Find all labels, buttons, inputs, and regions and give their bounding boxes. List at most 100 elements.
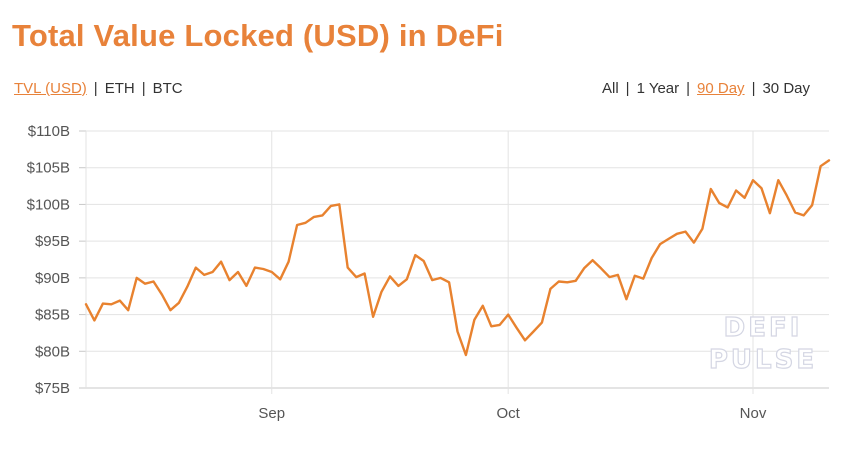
data-point[interactable]	[546, 285, 554, 293]
range-tab-30-day[interactable]: 30 Day	[762, 80, 810, 97]
data-point[interactable]	[572, 277, 580, 285]
data-point[interactable]	[462, 351, 470, 359]
y-tick-label: $95B	[35, 233, 70, 250]
data-point[interactable]	[175, 299, 183, 307]
data-point[interactable]	[378, 288, 386, 296]
data-point[interactable]	[352, 273, 360, 281]
data-point[interactable]	[259, 265, 267, 273]
data-point[interactable]	[487, 322, 495, 330]
metric-tab-eth[interactable]: ETH	[104, 80, 135, 97]
data-point[interactable]	[715, 199, 723, 207]
data-point[interactable]	[158, 291, 166, 299]
data-point[interactable]	[116, 297, 124, 305]
data-point[interactable]	[825, 156, 833, 164]
data-point[interactable]	[783, 192, 791, 200]
data-point[interactable]	[386, 272, 394, 280]
data-point[interactable]	[555, 278, 563, 286]
data-point[interactable]	[529, 327, 537, 335]
data-point[interactable]	[268, 268, 276, 276]
data-point[interactable]	[791, 209, 799, 217]
data-point[interactable]	[563, 278, 571, 286]
data-point[interactable]	[226, 276, 234, 284]
data-point[interactable]	[420, 257, 428, 265]
data-point[interactable]	[403, 275, 411, 283]
data-point[interactable]	[665, 235, 673, 243]
data-point[interactable]	[454, 327, 462, 335]
data-point[interactable]	[614, 271, 622, 279]
data-point[interactable]	[496, 321, 504, 329]
data-point[interactable]	[361, 269, 369, 277]
range-tab-all[interactable]: All	[602, 80, 619, 97]
data-point[interactable]	[774, 176, 782, 184]
data-point[interactable]	[445, 278, 453, 286]
data-point[interactable]	[166, 306, 174, 314]
data-point[interactable]	[622, 295, 630, 303]
data-point[interactable]	[335, 200, 343, 208]
data-point[interactable]	[310, 213, 318, 221]
data-point[interactable]	[808, 201, 816, 209]
range-tab-1-year[interactable]: 1 Year	[636, 80, 680, 97]
data-point[interactable]	[470, 316, 478, 324]
data-point[interactable]	[757, 184, 765, 192]
data-point[interactable]	[107, 300, 115, 308]
data-point[interactable]	[724, 203, 732, 211]
data-point[interactable]	[293, 221, 301, 229]
data-point[interactable]	[707, 185, 715, 193]
data-point[interactable]	[200, 271, 208, 279]
data-point[interactable]	[150, 278, 158, 286]
metric-tab-tvl-usd[interactable]: TVL (USD)	[14, 80, 87, 97]
data-point[interactable]	[631, 272, 639, 280]
data-point[interactable]	[141, 280, 149, 288]
metric-tab-btc[interactable]: BTC	[152, 80, 183, 97]
data-point[interactable]	[209, 268, 217, 276]
data-point[interactable]	[800, 211, 808, 219]
data-point[interactable]	[327, 202, 335, 210]
data-point[interactable]	[504, 311, 512, 319]
data-point[interactable]	[192, 264, 200, 272]
data-point[interactable]	[99, 300, 107, 308]
data-point[interactable]	[673, 230, 681, 238]
data-point[interactable]	[369, 313, 377, 321]
data-point[interactable]	[521, 336, 529, 344]
data-point[interactable]	[428, 276, 436, 284]
data-point[interactable]	[580, 264, 588, 272]
data-point[interactable]	[124, 306, 132, 314]
data-point[interactable]	[276, 275, 284, 283]
data-point[interactable]	[741, 194, 749, 202]
data-point[interactable]	[681, 228, 689, 236]
data-point[interactable]	[605, 273, 613, 281]
data-point[interactable]	[318, 211, 326, 219]
data-point[interactable]	[648, 254, 656, 262]
data-point[interactable]	[597, 264, 605, 272]
data-point[interactable]	[732, 186, 740, 194]
data-point[interactable]	[90, 316, 98, 324]
data-point[interactable]	[690, 239, 698, 247]
data-point[interactable]	[234, 268, 242, 276]
data-point[interactable]	[133, 274, 141, 282]
data-point[interactable]	[394, 282, 402, 290]
data-point[interactable]	[285, 258, 293, 266]
data-point[interactable]	[513, 324, 521, 332]
data-point[interactable]	[251, 264, 259, 272]
data-point[interactable]	[437, 274, 445, 282]
data-point[interactable]	[749, 176, 757, 184]
data-point[interactable]	[479, 302, 487, 310]
data-point[interactable]	[411, 251, 419, 259]
range-tab-90-day[interactable]: 90 Day	[697, 80, 745, 97]
tvl-series-line	[84, 159, 831, 357]
separator: |	[686, 80, 691, 97]
data-point[interactable]	[589, 256, 597, 264]
data-point[interactable]	[82, 300, 90, 308]
data-point[interactable]	[766, 209, 774, 217]
data-point[interactable]	[698, 225, 706, 233]
data-point[interactable]	[538, 319, 546, 327]
data-point[interactable]	[817, 162, 825, 170]
data-point[interactable]	[183, 283, 191, 291]
data-point[interactable]	[656, 240, 664, 248]
data-point[interactable]	[344, 264, 352, 272]
data-point[interactable]	[302, 219, 310, 227]
data-point[interactable]	[217, 258, 225, 266]
data-point[interactable]	[639, 275, 647, 283]
data-point[interactable]	[242, 282, 250, 290]
